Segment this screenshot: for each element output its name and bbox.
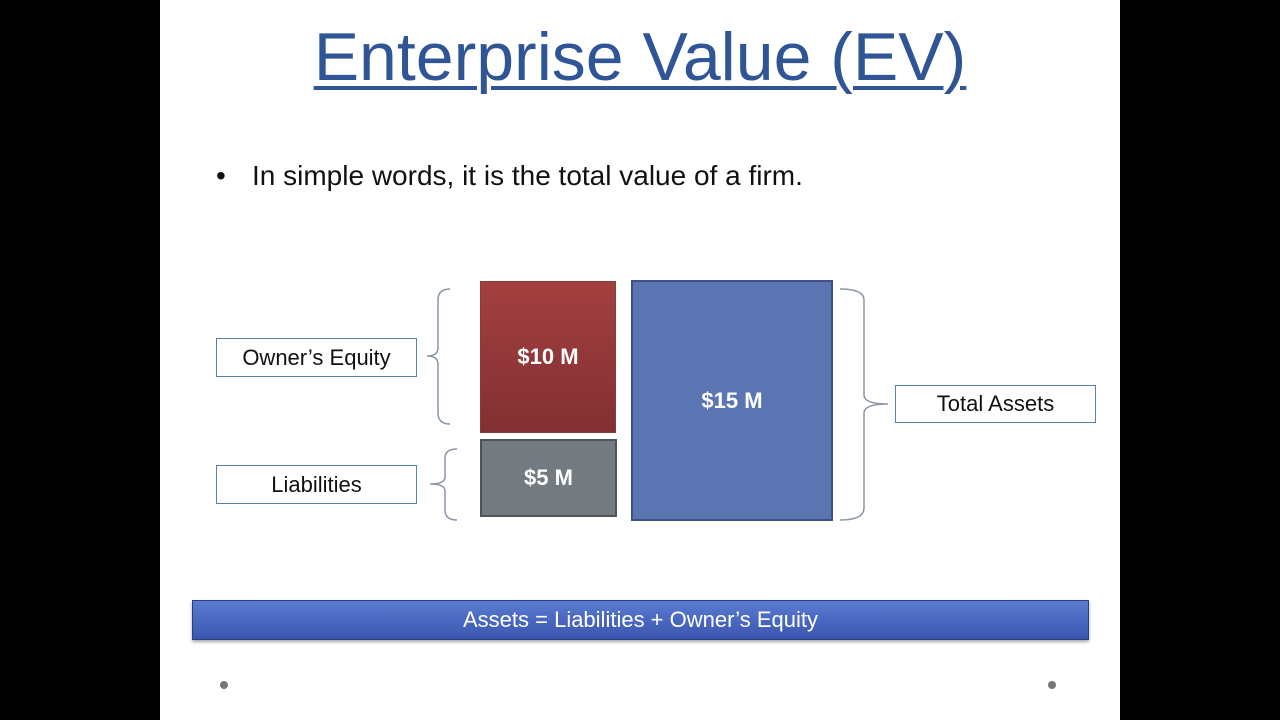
equity-block: $10 M	[480, 281, 616, 433]
assets-brace	[839, 288, 889, 521]
slide-title: Enterprise Value (EV)	[313, 19, 967, 95]
assets-block: $15 M	[631, 280, 833, 521]
liabilities-block: $5 M	[480, 439, 617, 517]
bullet-point: • In simple words, it is the total value …	[216, 160, 803, 191]
slide-dot-right	[1048, 681, 1056, 689]
equity-brace	[426, 288, 451, 425]
liabilities-label: Liabilities	[216, 465, 417, 504]
equation-banner: Assets = Liabilities + Owner’s Equity	[192, 600, 1089, 640]
owners-equity-label: Owner’s Equity	[216, 338, 417, 377]
liabilities-brace	[429, 448, 458, 521]
total-assets-label: Total Assets	[895, 385, 1096, 423]
bullet-icon: •	[216, 160, 226, 191]
slide-dot-left	[220, 681, 228, 689]
slide: Enterprise Value (EV) • In simple words, …	[160, 0, 1120, 720]
braces	[426, 288, 889, 521]
